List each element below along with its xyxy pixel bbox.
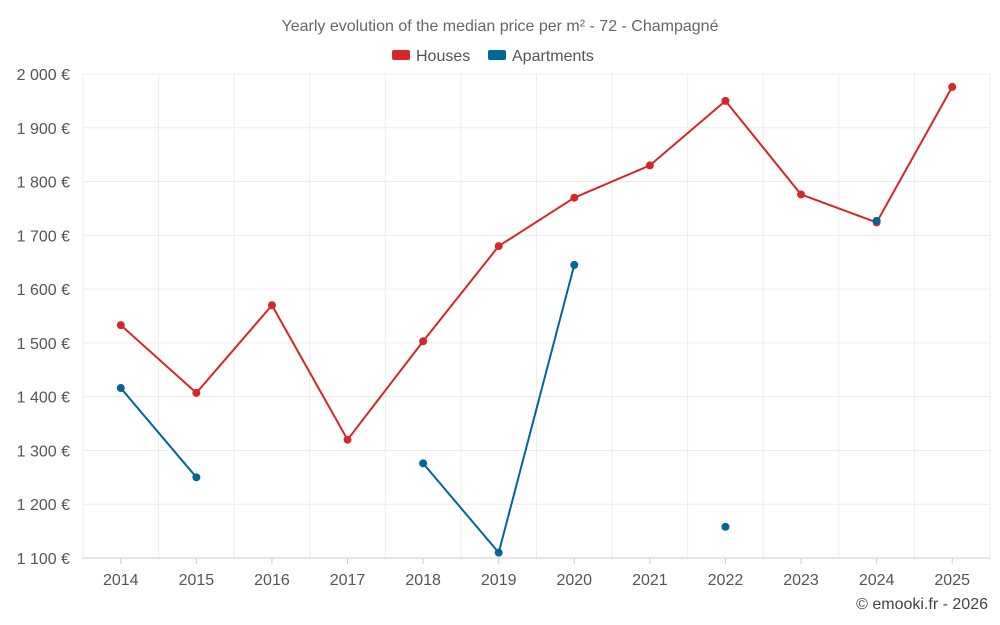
legend-item-apartments[interactable]: Apartments	[488, 48, 594, 65]
data-point-apartments[interactable]	[192, 473, 201, 482]
series	[116, 82, 957, 557]
grid	[82, 73, 991, 559]
x-tick-label: 2019	[481, 572, 517, 589]
data-point-houses[interactable]	[192, 388, 201, 397]
legend-label-apartments: Apartments	[512, 48, 594, 65]
x-tick-label: 2024	[859, 572, 895, 589]
data-point-apartments[interactable]	[570, 260, 579, 269]
credit: © emooki.fr - 2026	[856, 596, 988, 613]
data-point-houses[interactable]	[419, 337, 428, 346]
data-point-apartments[interactable]	[872, 216, 881, 225]
x-tick-label: 2023	[783, 572, 819, 589]
series-line-apartments	[120, 387, 198, 478]
y-tick-label: 1 600 €	[17, 282, 70, 299]
data-point-apartments[interactable]	[494, 548, 503, 557]
x-tick-label: 2020	[556, 572, 592, 589]
series-line-apartments	[422, 264, 576, 554]
data-point-houses[interactable]	[494, 242, 503, 251]
x-tick-label: 2025	[934, 572, 970, 589]
series-line-houses	[120, 86, 954, 441]
legend-swatch-apartments	[488, 50, 506, 60]
x-tick-label: 2021	[632, 572, 668, 589]
data-point-houses[interactable]	[797, 190, 806, 199]
legend-item-houses[interactable]: Houses	[392, 48, 470, 65]
data-point-houses[interactable]	[948, 82, 957, 91]
y-tick-label: 1 200 €	[17, 497, 70, 514]
data-point-houses[interactable]	[721, 96, 730, 105]
data-point-apartments[interactable]	[721, 522, 730, 531]
y-tick-label: 1 500 €	[17, 336, 70, 353]
y-tick-label: 2 000 €	[17, 67, 70, 84]
data-point-houses[interactable]	[343, 435, 352, 444]
y-tick-label: 1 900 €	[17, 121, 70, 138]
y-axis: 1 100 € 1 200 € 1 300 € 1 400 € 1 500 € 1 600…	[17, 67, 70, 568]
legend-swatch-houses	[392, 50, 410, 60]
data-point-houses[interactable]	[645, 161, 654, 170]
data-point-apartments[interactable]	[116, 384, 125, 393]
data-point-houses[interactable]	[116, 321, 125, 330]
data-point-houses[interactable]	[267, 301, 276, 310]
x-tick-label: 2015	[179, 572, 215, 589]
y-tick-label: 1 400 €	[17, 390, 70, 407]
data-point-apartments[interactable]	[419, 459, 428, 468]
y-tick-label: 1 300 €	[17, 443, 70, 460]
data-point-houses[interactable]	[570, 193, 579, 202]
y-tick-label: 1 800 €	[17, 175, 70, 192]
x-tick-label: 2016	[254, 572, 290, 589]
y-tick-label: 1 100 €	[17, 551, 70, 568]
x-tick-label: 2018	[405, 572, 441, 589]
x-tick-label: 2017	[330, 572, 366, 589]
legend: Houses Apartments	[392, 48, 594, 65]
x-axis: 2014 2015 2016 2017 2018 2019 2020 2021 2022 2023…	[83, 557, 990, 589]
x-tick-label: 2022	[708, 572, 744, 589]
x-tick-label: 2014	[103, 572, 139, 589]
series-apartments	[116, 216, 881, 557]
y-tick-label: 1 700 €	[17, 228, 70, 245]
chart-title: Yearly evolution of the median price per…	[282, 18, 719, 35]
legend-label-houses: Houses	[416, 48, 470, 65]
series-houses	[116, 82, 957, 444]
